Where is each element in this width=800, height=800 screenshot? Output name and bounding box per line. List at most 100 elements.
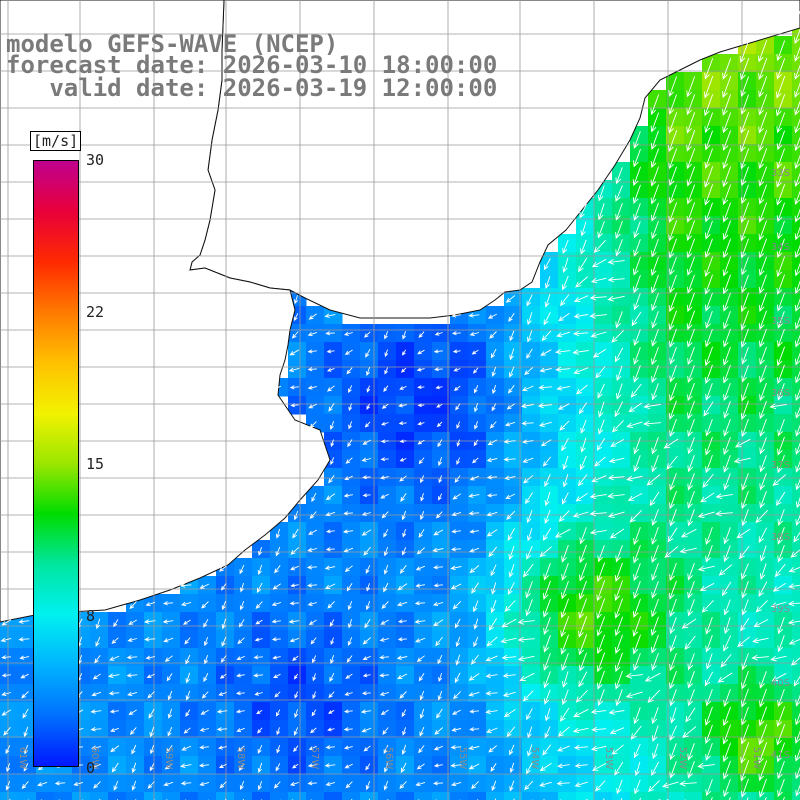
wind-arrow bbox=[419, 511, 425, 521]
wind-arrow bbox=[485, 673, 498, 679]
longitude-label: 58W bbox=[235, 747, 246, 770]
wind-arrow bbox=[687, 689, 695, 707]
wind-arrow bbox=[381, 601, 389, 609]
wind-speed-cell bbox=[432, 792, 451, 800]
wind-arrow bbox=[383, 385, 389, 393]
wind-arrow bbox=[542, 456, 552, 467]
wind-arrow bbox=[275, 763, 281, 772]
wind-arrow bbox=[183, 727, 191, 734]
wind-arrow bbox=[715, 493, 733, 500]
wind-arrow bbox=[668, 76, 678, 97]
wind-arrow bbox=[509, 366, 515, 378]
wind-arrow bbox=[525, 599, 533, 617]
wind-arrow bbox=[344, 763, 353, 769]
longitude-label: 59W bbox=[163, 747, 174, 770]
wind-arrow bbox=[435, 511, 443, 519]
wind-arrow bbox=[650, 184, 660, 205]
wind-arrow bbox=[486, 511, 498, 517]
wind-arrow bbox=[542, 744, 552, 756]
latitude-label: 38S bbox=[771, 532, 790, 543]
wind-arrow bbox=[400, 762, 407, 774]
wind-arrow bbox=[503, 439, 516, 444]
wind-arrow bbox=[772, 582, 787, 592]
wind-arrow bbox=[795, 442, 800, 455]
wind-arrow bbox=[290, 547, 300, 555]
wind-arrow bbox=[722, 94, 732, 116]
wind-arrow bbox=[417, 403, 425, 408]
wind-arrow bbox=[615, 239, 623, 257]
wind-arrow bbox=[526, 708, 533, 721]
wind-arrow bbox=[379, 691, 390, 696]
wind-arrow bbox=[92, 763, 101, 769]
wind-arrow bbox=[474, 421, 479, 430]
wind-arrow bbox=[490, 600, 497, 614]
wind-arrow bbox=[722, 130, 732, 151]
wind-speed-cell bbox=[0, 792, 19, 800]
wind-arrow bbox=[794, 748, 800, 762]
wind-arrow bbox=[651, 455, 659, 473]
wind-arrow bbox=[162, 619, 174, 624]
wind-arrow bbox=[633, 743, 641, 759]
wind-arrow bbox=[179, 583, 192, 588]
wind-arrow bbox=[417, 385, 425, 390]
wind-arrow bbox=[184, 637, 191, 645]
wind-arrow bbox=[794, 208, 800, 223]
wind-arrow bbox=[704, 671, 714, 687]
wind-arrow bbox=[554, 528, 571, 538]
wind-arrow bbox=[650, 274, 659, 294]
wind-arrow bbox=[525, 581, 533, 599]
wind-arrow bbox=[723, 778, 731, 798]
wind-arrow bbox=[722, 220, 732, 241]
wind-arrow bbox=[632, 616, 642, 637]
wind-arrow bbox=[526, 312, 533, 326]
wind-arrow bbox=[668, 238, 678, 259]
wind-arrow bbox=[776, 40, 786, 62]
wind-arrow bbox=[344, 691, 353, 696]
wind-arrow bbox=[794, 334, 800, 348]
wind-arrow bbox=[543, 563, 551, 581]
wind-arrow bbox=[758, 184, 768, 205]
wind-arrow bbox=[758, 94, 768, 116]
wind-arrow bbox=[437, 654, 443, 665]
wind-arrow bbox=[793, 10, 800, 27]
wind-arrow bbox=[651, 725, 659, 742]
wind-arrow bbox=[717, 672, 733, 683]
land-west bbox=[0, 0, 331, 623]
wind-arrow bbox=[589, 294, 607, 301]
wind-arrow bbox=[526, 545, 533, 560]
wind-arrow bbox=[361, 529, 372, 536]
wind-arrow bbox=[663, 438, 679, 449]
wind-arrow bbox=[722, 724, 732, 745]
wind-arrow bbox=[541, 330, 552, 342]
wind-arrow bbox=[668, 184, 677, 205]
wind-arrow bbox=[544, 474, 551, 488]
wind-arrow bbox=[509, 348, 515, 361]
wind-arrow bbox=[629, 509, 642, 523]
wind-arrow bbox=[705, 454, 713, 474]
wind-speed-cell bbox=[792, 144, 800, 163]
colorbar-tick-22: 22 bbox=[86, 303, 105, 321]
wind-arrow bbox=[451, 781, 462, 787]
wind-arrow bbox=[293, 745, 299, 753]
wind-speed-cell bbox=[648, 792, 667, 800]
wind-speed-cell bbox=[792, 270, 800, 289]
longitude-label: 53W bbox=[603, 747, 614, 770]
wind-arrow bbox=[522, 563, 534, 578]
wind-arrow bbox=[704, 148, 714, 169]
wind-arrow bbox=[508, 545, 515, 561]
wind-arrow bbox=[669, 509, 677, 527]
wind-arrow bbox=[469, 529, 480, 534]
wind-arrow bbox=[591, 258, 607, 268]
wind-arrow bbox=[614, 634, 623, 654]
wind-arrow bbox=[573, 708, 589, 718]
wind-arrow bbox=[704, 274, 714, 295]
wind-arrow bbox=[704, 112, 714, 134]
wind-arrow bbox=[330, 655, 335, 665]
wind-arrow bbox=[185, 709, 191, 717]
wind-arrow bbox=[704, 238, 713, 259]
wind-arrow bbox=[455, 636, 461, 648]
wind-arrow bbox=[687, 382, 695, 402]
wind-arrow bbox=[669, 256, 677, 276]
map-title-valid-date: valid date: 2026-03-19 12:00:00 bbox=[6, 74, 498, 102]
wind-arrow bbox=[451, 313, 462, 318]
